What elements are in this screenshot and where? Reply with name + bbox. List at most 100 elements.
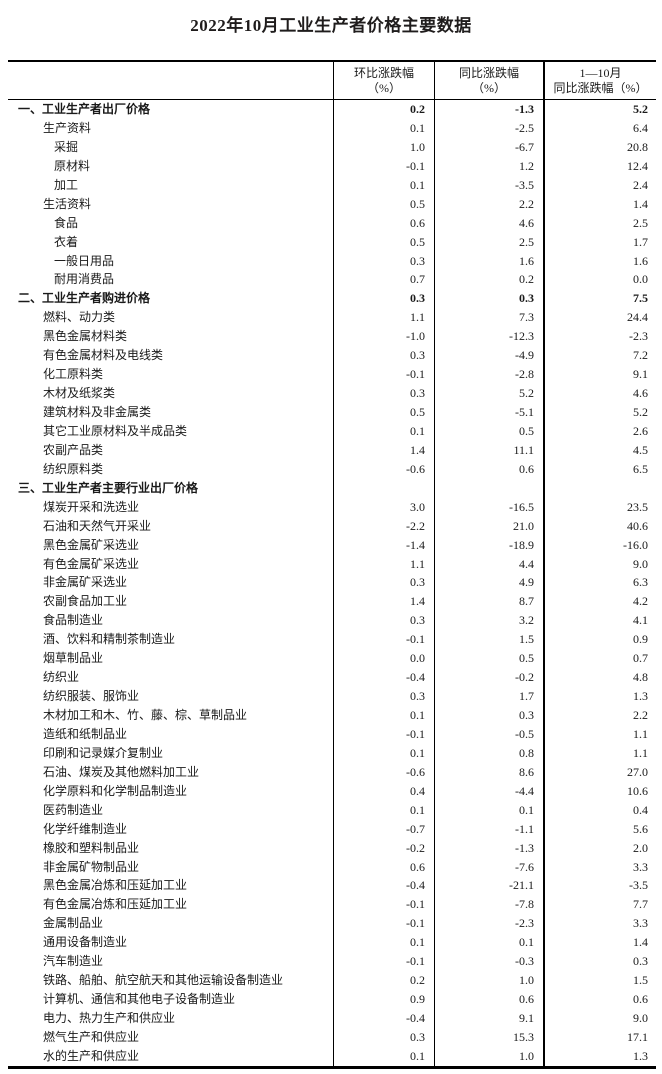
- yoy-value: 1.5: [434, 630, 543, 650]
- table-row: 化学原料和化学制品制造业 0.4 -4.4 10.6: [8, 781, 656, 801]
- yoy-value: 0.6: [434, 990, 543, 1009]
- row-label: 一般日用品: [54, 253, 115, 268]
- row-label: 衣着: [54, 234, 79, 249]
- table-row: 电力、热力生产和供应业 -0.4 9.1 9.0: [8, 1009, 656, 1028]
- yoy-value: -21.1: [434, 876, 543, 896]
- page-title: 2022年10月工业生产者价格主要数据: [190, 16, 472, 35]
- table-row: 木材加工和木、竹、藤、棕、草制品业 0.1 0.3 2.2: [8, 706, 656, 725]
- yoy-value: 1.6: [434, 251, 543, 271]
- header-col-mom: 环比涨跌幅 （%）: [333, 62, 434, 99]
- ytd-value: 3.3: [543, 914, 656, 934]
- yoy-value: 0.3: [434, 706, 543, 725]
- table-row: 有色金属矿采选业 1.1 4.4 9.0: [8, 554, 656, 574]
- row-label: 医药制造业: [43, 802, 104, 817]
- ytd-value: 0.3: [543, 952, 656, 972]
- ytd-value: 2.2: [543, 706, 656, 725]
- mom-value: -0.1: [333, 914, 434, 934]
- ytd-value: 24.4: [543, 308, 656, 328]
- ytd-value: 4.1: [543, 611, 656, 631]
- table-row: 燃气生产和供应业 0.3 15.3 17.1: [8, 1027, 656, 1047]
- ytd-value: 2.5: [543, 213, 656, 233]
- mom-value: 0.1: [333, 175, 434, 195]
- row-label: 生活资料: [43, 196, 92, 211]
- row-label: 纺织原料类: [43, 461, 104, 476]
- yoy-value: 0.5: [434, 421, 543, 441]
- table-row: 黑色金属材料类 -1.0 -12.3 -2.3: [8, 327, 656, 347]
- header-col-ytd-line2: 同比涨跌幅（%）: [553, 80, 648, 95]
- table-row: 加工 0.1 -3.5 2.4: [8, 175, 656, 195]
- ytd-value: 1.4: [543, 194, 656, 214]
- yoy-value: 0.3: [434, 289, 543, 309]
- ytd-value: 1.7: [543, 232, 656, 252]
- ytd-value: 6.5: [543, 459, 656, 479]
- ytd-value: 0.9: [543, 630, 656, 650]
- ytd-value: 7.2: [543, 346, 656, 366]
- row-label: 水的生产和供应业: [43, 1048, 140, 1063]
- table-row: 橡胶和塑料制品业 -0.2 -1.3 2.0: [8, 838, 656, 858]
- ytd-value: 1.3: [543, 1046, 656, 1066]
- mom-value: 0.7: [333, 270, 434, 290]
- row-label: 木材及纸浆类: [43, 386, 116, 401]
- row-label: 采掘: [54, 139, 79, 154]
- table-row: 燃料、动力类 1.1 7.3 24.4: [8, 308, 656, 328]
- ytd-value: 2.0: [543, 838, 656, 858]
- ytd-value: 1.1: [543, 724, 656, 744]
- table-row: 印刷和记录媒介复制业 0.1 0.8 1.1: [8, 743, 656, 763]
- row-label: 黑色金属冶炼和压延加工业: [43, 878, 188, 893]
- yoy-value: 4.4: [434, 554, 543, 574]
- yoy-value: 7.3: [434, 308, 543, 328]
- ytd-value: 17.1: [543, 1027, 656, 1047]
- table-row: 原材料 -0.1 1.2 12.4: [8, 156, 656, 176]
- table-row: 二、工业生产者购进价格 0.3 0.3 7.5: [8, 289, 656, 309]
- yoy-value: -1.3: [434, 100, 543, 119]
- mom-value: -0.7: [333, 819, 434, 839]
- table-row: 非金属矿物制品业 0.6 -7.6 3.3: [8, 857, 656, 877]
- ytd-value: 5.6: [543, 819, 656, 839]
- ytd-value: [543, 478, 656, 498]
- ytd-value: 12.4: [543, 156, 656, 176]
- row-label: 橡胶和塑料制品业: [43, 840, 140, 855]
- mom-value: 0.6: [333, 213, 434, 233]
- row-label: 计算机、通信和其他电子设备制造业: [43, 992, 236, 1007]
- mom-value: 0.3: [333, 687, 434, 706]
- mom-value: 0.1: [333, 421, 434, 441]
- row-label: 木材加工和木、竹、藤、棕、草制品业: [43, 708, 248, 722]
- row-label: 化学原料和化学制品制造业: [43, 783, 188, 798]
- yoy-value: -0.5: [434, 724, 543, 744]
- mom-value: -0.6: [333, 459, 434, 479]
- mom-value: 1.4: [333, 592, 434, 612]
- table-row: 食品 0.6 4.6 2.5: [8, 213, 656, 233]
- ytd-value: 9.0: [543, 554, 656, 574]
- row-label: 有色金属矿采选业: [43, 556, 140, 571]
- yoy-value: -1.1: [434, 819, 543, 839]
- yoy-value: 0.2: [434, 270, 543, 290]
- mom-value: 0.3: [333, 346, 434, 366]
- yoy-value: 1.0: [434, 1046, 543, 1066]
- header-col-ytd-line1: 1—10月: [579, 65, 622, 80]
- yoy-value: 2.2: [434, 194, 543, 214]
- row-label: 非金属矿采选业: [43, 575, 128, 590]
- table-row: 非金属矿采选业 0.3 4.9 6.3: [8, 573, 656, 593]
- row-label: 农副食品加工业: [43, 594, 128, 609]
- mom-value: 1.1: [333, 308, 434, 328]
- yoy-value: -12.3: [434, 327, 543, 347]
- mom-value: 0.5: [333, 403, 434, 422]
- yoy-value: 5.2: [434, 384, 543, 403]
- table-row: 建筑材料及非金属类 0.5 -5.1 5.2: [8, 403, 656, 422]
- table-row: 煤炭开采和洗选业 3.0 -16.5 23.5: [8, 497, 656, 517]
- mom-value: 0.1: [333, 933, 434, 953]
- table-row: 一、工业生产者出厂价格 0.2 -1.3 5.2: [8, 100, 656, 119]
- yoy-value: 0.6: [434, 459, 543, 479]
- yoy-value: -1.3: [434, 838, 543, 858]
- header-col-yoy: 同比涨跌幅 （%）: [434, 62, 543, 99]
- ytd-value: 4.6: [543, 384, 656, 403]
- table-header-row: 环比涨跌幅 （%） 同比涨跌幅 （%） 1—10月 同比涨跌幅（%）: [8, 62, 656, 100]
- ytd-value: 40.6: [543, 516, 656, 536]
- table-row: 采掘 1.0 -6.7 20.8: [8, 137, 656, 157]
- yoy-value: 1.0: [434, 971, 543, 991]
- row-label: 煤炭开采和洗选业: [43, 499, 140, 514]
- header-col-mom-line2: （%）: [367, 80, 401, 95]
- yoy-value: -2.5: [434, 118, 543, 138]
- ytd-value: 1.6: [543, 251, 656, 271]
- table-row: 金属制品业 -0.1 -2.3 3.3: [8, 914, 656, 934]
